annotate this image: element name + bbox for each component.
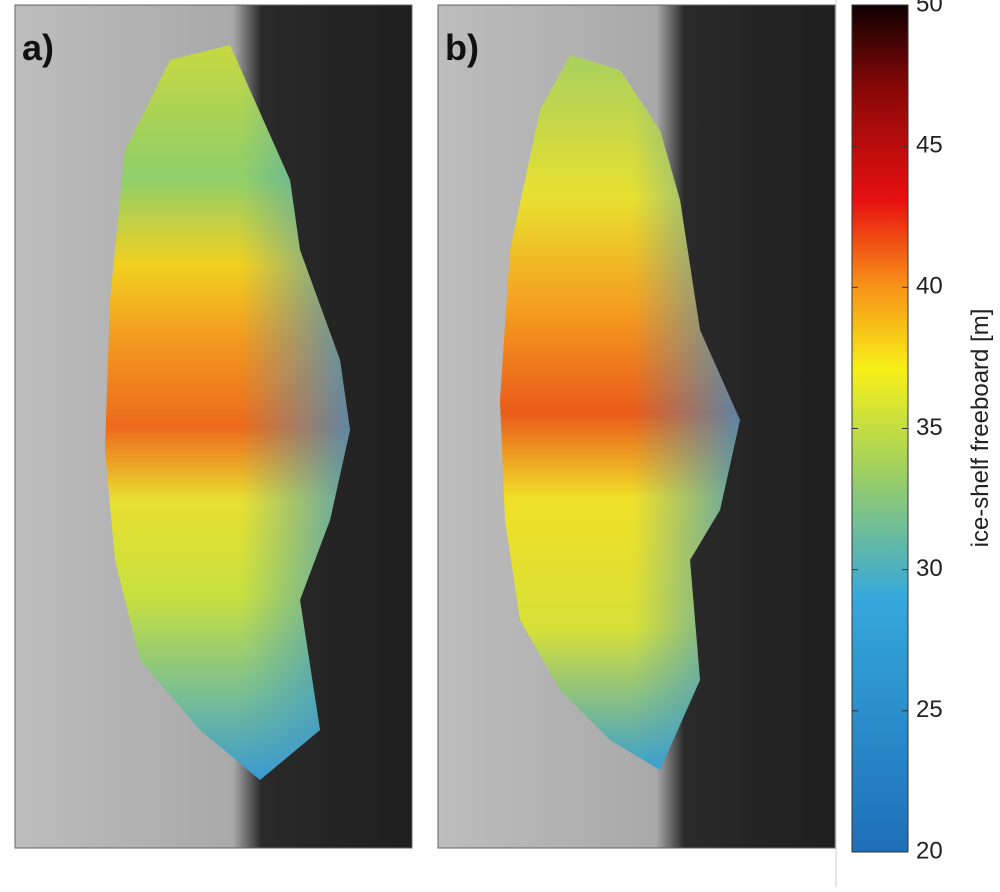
tick-label: 35: [916, 414, 943, 441]
tick-label: 45: [916, 132, 943, 159]
freeboard-map-shade: [105, 45, 350, 780]
tick-label: 30: [916, 555, 943, 582]
tick-label: 25: [916, 696, 943, 723]
colorbar-label: ice-shelf freeboard [m]: [967, 309, 994, 548]
tick-label: 40: [916, 273, 943, 300]
panel-b: b): [437, 4, 836, 849]
colorbar: [851, 4, 909, 853]
tick-label: 50: [916, 0, 943, 17]
panel-label: b): [445, 27, 479, 68]
panel-label: a): [22, 27, 54, 68]
colorbar-ticks: 20 25 30 35 40 45 50: [852, 0, 943, 864]
tick-label: 20: [916, 837, 943, 864]
panel-a: a): [14, 4, 413, 849]
freeboard-map-shade: [500, 55, 740, 770]
